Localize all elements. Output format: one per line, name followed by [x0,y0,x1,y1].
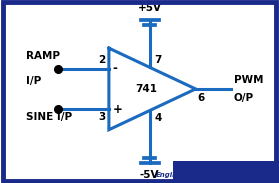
Text: -5V: -5V [140,170,160,180]
Text: 2: 2 [98,55,106,66]
Text: 7: 7 [154,55,162,65]
Text: 4: 4 [154,113,162,123]
Text: I/P: I/P [26,76,41,86]
Text: SINE I/P: SINE I/P [26,112,72,122]
Text: +5V: +5V [138,3,162,13]
Text: -: - [113,62,117,75]
Text: Garage: Garage [196,172,224,178]
Text: PWM: PWM [234,75,263,85]
Text: 3: 3 [98,112,106,122]
Text: 741: 741 [135,84,157,94]
Text: O/P: O/P [234,93,254,103]
Text: Engineers: Engineers [156,172,196,178]
Text: +: + [113,103,122,116]
Text: 6: 6 [198,93,205,103]
Text: RAMP: RAMP [26,51,60,61]
